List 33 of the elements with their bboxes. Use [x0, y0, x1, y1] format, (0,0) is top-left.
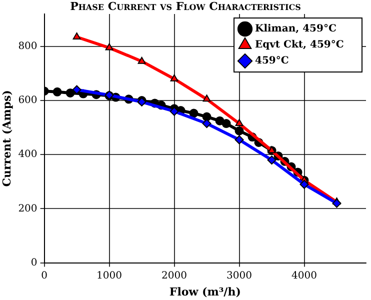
x-tick-label: 0	[41, 270, 48, 282]
y-tick-label: 200	[18, 203, 38, 214]
point	[267, 156, 276, 165]
point	[105, 43, 114, 50]
point	[138, 56, 146, 64]
point	[170, 74, 178, 82]
point	[202, 94, 211, 102]
chart-title: Phase Current vs Flow Characteristics	[69, 0, 302, 14]
y-tick-label: 600	[18, 95, 38, 106]
y-axis-title: Current (Amps)	[0, 90, 14, 187]
point	[234, 126, 244, 136]
point	[202, 119, 212, 128]
legend-label: Eqvt Ckt, 459°C	[255, 40, 344, 51]
legend-label: 459°C	[255, 56, 289, 67]
point	[300, 180, 309, 189]
point	[202, 112, 212, 122]
point	[189, 108, 198, 118]
point	[222, 119, 231, 128]
point	[66, 88, 75, 98]
point	[332, 198, 342, 208]
point	[234, 135, 244, 144]
point	[72, 32, 81, 40]
point	[235, 119, 244, 126]
x-tick-label: 2000	[162, 270, 187, 282]
point	[52, 87, 62, 96]
x-tick-label: 1000	[96, 270, 122, 282]
y-tick-label: 400	[18, 149, 38, 160]
y-tick-label: 800	[18, 41, 38, 52]
x-axis-title: Flow (m³/h)	[169, 285, 241, 298]
legend-label: Kliman, 459°C	[255, 24, 336, 35]
x-tick-label: 4000	[292, 270, 317, 282]
x-tick-label: 3000	[226, 270, 252, 282]
y-tick-label: 0	[30, 257, 38, 268]
